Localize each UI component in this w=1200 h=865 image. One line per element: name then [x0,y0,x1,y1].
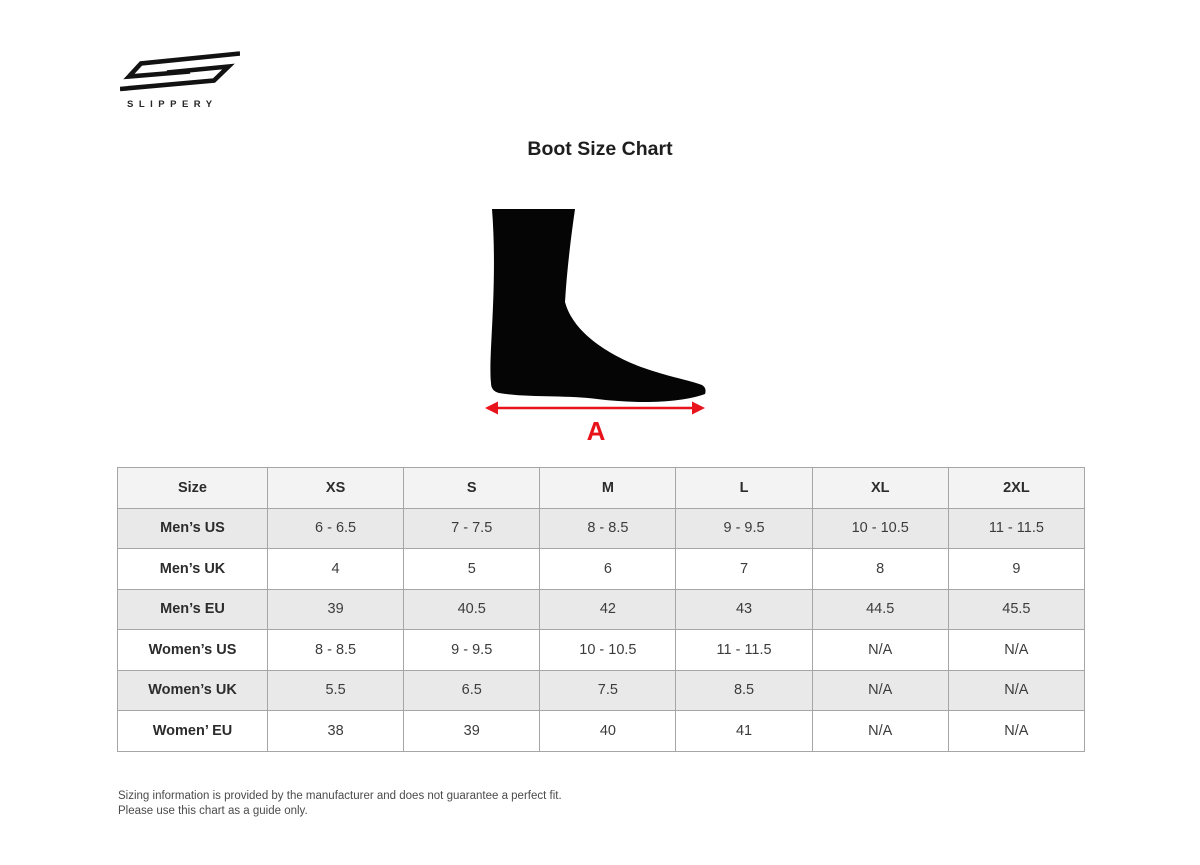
size-cell: 40.5 [403,588,541,630]
boot-measurement-figure: A [485,207,715,442]
page-title: Boot Size Chart [527,138,673,160]
size-cell: 6 [539,548,677,590]
measurement-arrow [485,401,705,415]
size-cell: 6.5 [403,669,541,711]
column-header-s: S [403,467,541,509]
table-row-women-s-uk: Women’s UK 5.5 6.5 7.5 8.5 N/A N/A [117,669,1086,711]
row-label: Women’ EU [117,710,268,752]
size-cell: 41 [675,710,813,752]
column-header-xl: XL [811,467,949,509]
size-cell: 7.5 [539,669,677,711]
size-cell: 10 - 10.5 [811,507,949,549]
brand-name: SLIPPERY [127,99,218,110]
table-row-men-s-uk: Men’s UK 4 5 6 7 8 9 [117,548,1086,590]
table-row-men-s-eu: Men’s EU 39 40.5 42 43 44.5 45.5 [117,588,1086,630]
size-cell: 7 - 7.5 [403,507,541,549]
column-header-l: L [675,467,813,509]
row-label: Men’s EU [117,588,268,630]
size-cell: 8 - 8.5 [539,507,677,549]
column-header-m: M [539,467,677,509]
dimension-label-a: A [587,416,606,442]
size-cell: 11 - 11.5 [675,629,813,671]
row-label: Women’s US [117,629,268,671]
sizing-disclaimer: Sizing information is provided by the ma… [118,789,562,819]
table-row-women-eu: Women’ EU 38 39 40 41 N/A N/A [117,710,1086,752]
boot-silhouette-icon [490,209,706,402]
size-cell: N/A [947,710,1086,752]
brand-logo: SLIPPERY [120,50,242,110]
size-cell: 9 [947,548,1086,590]
column-header-xs: XS [266,467,405,509]
row-label: Women’s UK [117,669,268,711]
size-cell: N/A [947,629,1086,671]
table-row-men-s-us: Men’s US 6 - 6.5 7 - 7.5 8 - 8.5 9 - 9.5 10 -… [117,507,1086,549]
size-cell: 10 - 10.5 [539,629,677,671]
disclaimer-line-1: Sizing information is provided by the ma… [118,790,562,802]
size-cell: 6 - 6.5 [266,507,405,549]
size-cell: 40 [539,710,677,752]
disclaimer-line-2: Please use this chart as a guide only. [118,805,308,817]
row-label: Men’s US [117,507,268,549]
size-cell: 8.5 [675,669,813,711]
size-cell: 9 - 9.5 [675,507,813,549]
size-cell: N/A [811,669,949,711]
table-header-row: Size XS S M L XL 2XL [117,467,1086,509]
size-cell: 11 - 11.5 [947,507,1086,549]
size-cell: 8 [811,548,949,590]
size-cell: 39 [403,710,541,752]
column-header-2xl: 2XL [947,467,1086,509]
column-header-size: Size [117,467,268,509]
size-cell: N/A [947,669,1086,711]
size-cell: 5 [403,548,541,590]
size-cell: 5.5 [266,669,405,711]
size-cell: 9 - 9.5 [403,629,541,671]
size-chart-table: Size XS S M L XL 2XL Men’s US 6 - 6.5 7 - 7.5 8 -… [117,467,1086,752]
size-cell: N/A [811,629,949,671]
size-cell: 39 [266,588,405,630]
size-cell: 44.5 [811,588,949,630]
size-cell: N/A [811,710,949,752]
size-cell: 8 - 8.5 [266,629,405,671]
row-label: Men’s UK [117,548,268,590]
size-cell: 43 [675,588,813,630]
size-cell: 4 [266,548,405,590]
table-row-women-s-us: Women’s US 8 - 8.5 9 - 9.5 10 - 10.5 11 - 11… [117,629,1086,671]
size-cell: 7 [675,548,813,590]
size-cell: 42 [539,588,677,630]
slippery-s-icon [120,51,240,92]
size-cell: 38 [266,710,405,752]
size-cell: 45.5 [947,588,1086,630]
